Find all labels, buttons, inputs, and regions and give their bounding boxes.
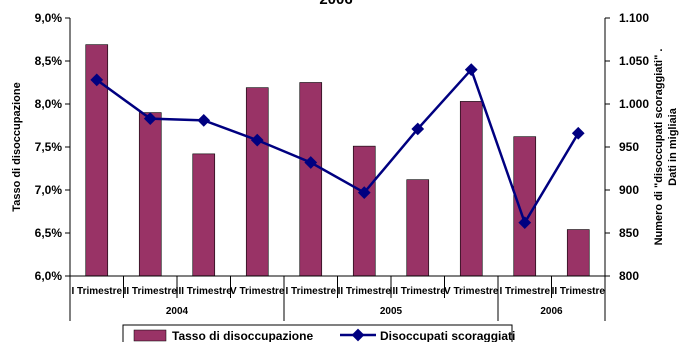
category-label: I Trimestre bbox=[285, 286, 336, 297]
y-axis-title: Tasso di disoccupazione bbox=[11, 82, 23, 211]
bar bbox=[460, 101, 482, 276]
category-label: I Trimestre bbox=[71, 286, 122, 297]
group-label: 2006 bbox=[540, 306, 563, 317]
y2-tick-label: 1.050 bbox=[619, 54, 649, 68]
category-label: III Trimestre bbox=[176, 286, 233, 297]
y-tick-label: 7,0% bbox=[35, 183, 63, 197]
y2-tick-label: 1.100 bbox=[619, 11, 649, 25]
bar bbox=[246, 88, 268, 276]
y-tick-label: 9,0% bbox=[35, 11, 63, 25]
line-series bbox=[90, 63, 584, 229]
legend-label-bar: Tasso di disoccupazione bbox=[172, 329, 313, 342]
y2-axis-title-line2: Dati in migliaia bbox=[667, 107, 679, 186]
category-label: II Trimestre bbox=[552, 286, 606, 297]
y2-tick-label: 950 bbox=[619, 140, 639, 154]
y2-tick-label: 1.000 bbox=[619, 97, 649, 111]
bar bbox=[139, 113, 161, 276]
tick-labels: 6,0% 6,5% 7,0% 7,5% 8,0% 8,5% 9,0% 800 850 900 950… bbox=[35, 11, 650, 283]
bar bbox=[407, 180, 429, 276]
category-label: V Trimestre bbox=[444, 286, 499, 297]
group-label: 2004 bbox=[166, 306, 189, 317]
legend: Tasso di disoccupazione Disoccupati scor… bbox=[123, 325, 515, 342]
y2-tick-label: 800 bbox=[619, 269, 639, 283]
y2-axis-title-line1: Numero di "disoccupati scoraggiati" . bbox=[653, 49, 665, 246]
legend-swatch-bar bbox=[134, 330, 166, 341]
y-tick-label: 8,5% bbox=[35, 54, 63, 68]
category-label: III Trimestre bbox=[390, 286, 447, 297]
y2-tick-label: 900 bbox=[619, 183, 639, 197]
y-tick-label: 8,0% bbox=[35, 97, 63, 111]
category-label: V Trimestre bbox=[230, 286, 285, 297]
y-tick-label: 6,0% bbox=[35, 269, 63, 283]
bar bbox=[300, 83, 322, 277]
category-label: II Trimestre bbox=[338, 286, 392, 297]
chart-title: 2006 bbox=[319, 0, 352, 8]
bar bbox=[193, 154, 215, 276]
y-tick-label: 6,5% bbox=[35, 226, 63, 240]
bar bbox=[353, 146, 375, 276]
group-label: 2005 bbox=[380, 306, 403, 317]
line-path bbox=[97, 70, 579, 223]
line-marker bbox=[572, 127, 585, 140]
category-label: I Trimestre bbox=[499, 286, 550, 297]
bar bbox=[567, 230, 589, 276]
y-tick-label: 7,5% bbox=[35, 140, 63, 154]
y2-tick-label: 850 bbox=[619, 226, 639, 240]
line-marker bbox=[197, 114, 210, 127]
bar-series bbox=[86, 45, 590, 276]
legend-label-line: Disoccupati scoraggiati bbox=[380, 329, 515, 342]
bar bbox=[514, 137, 536, 276]
category-label: II Trimestre bbox=[124, 286, 178, 297]
